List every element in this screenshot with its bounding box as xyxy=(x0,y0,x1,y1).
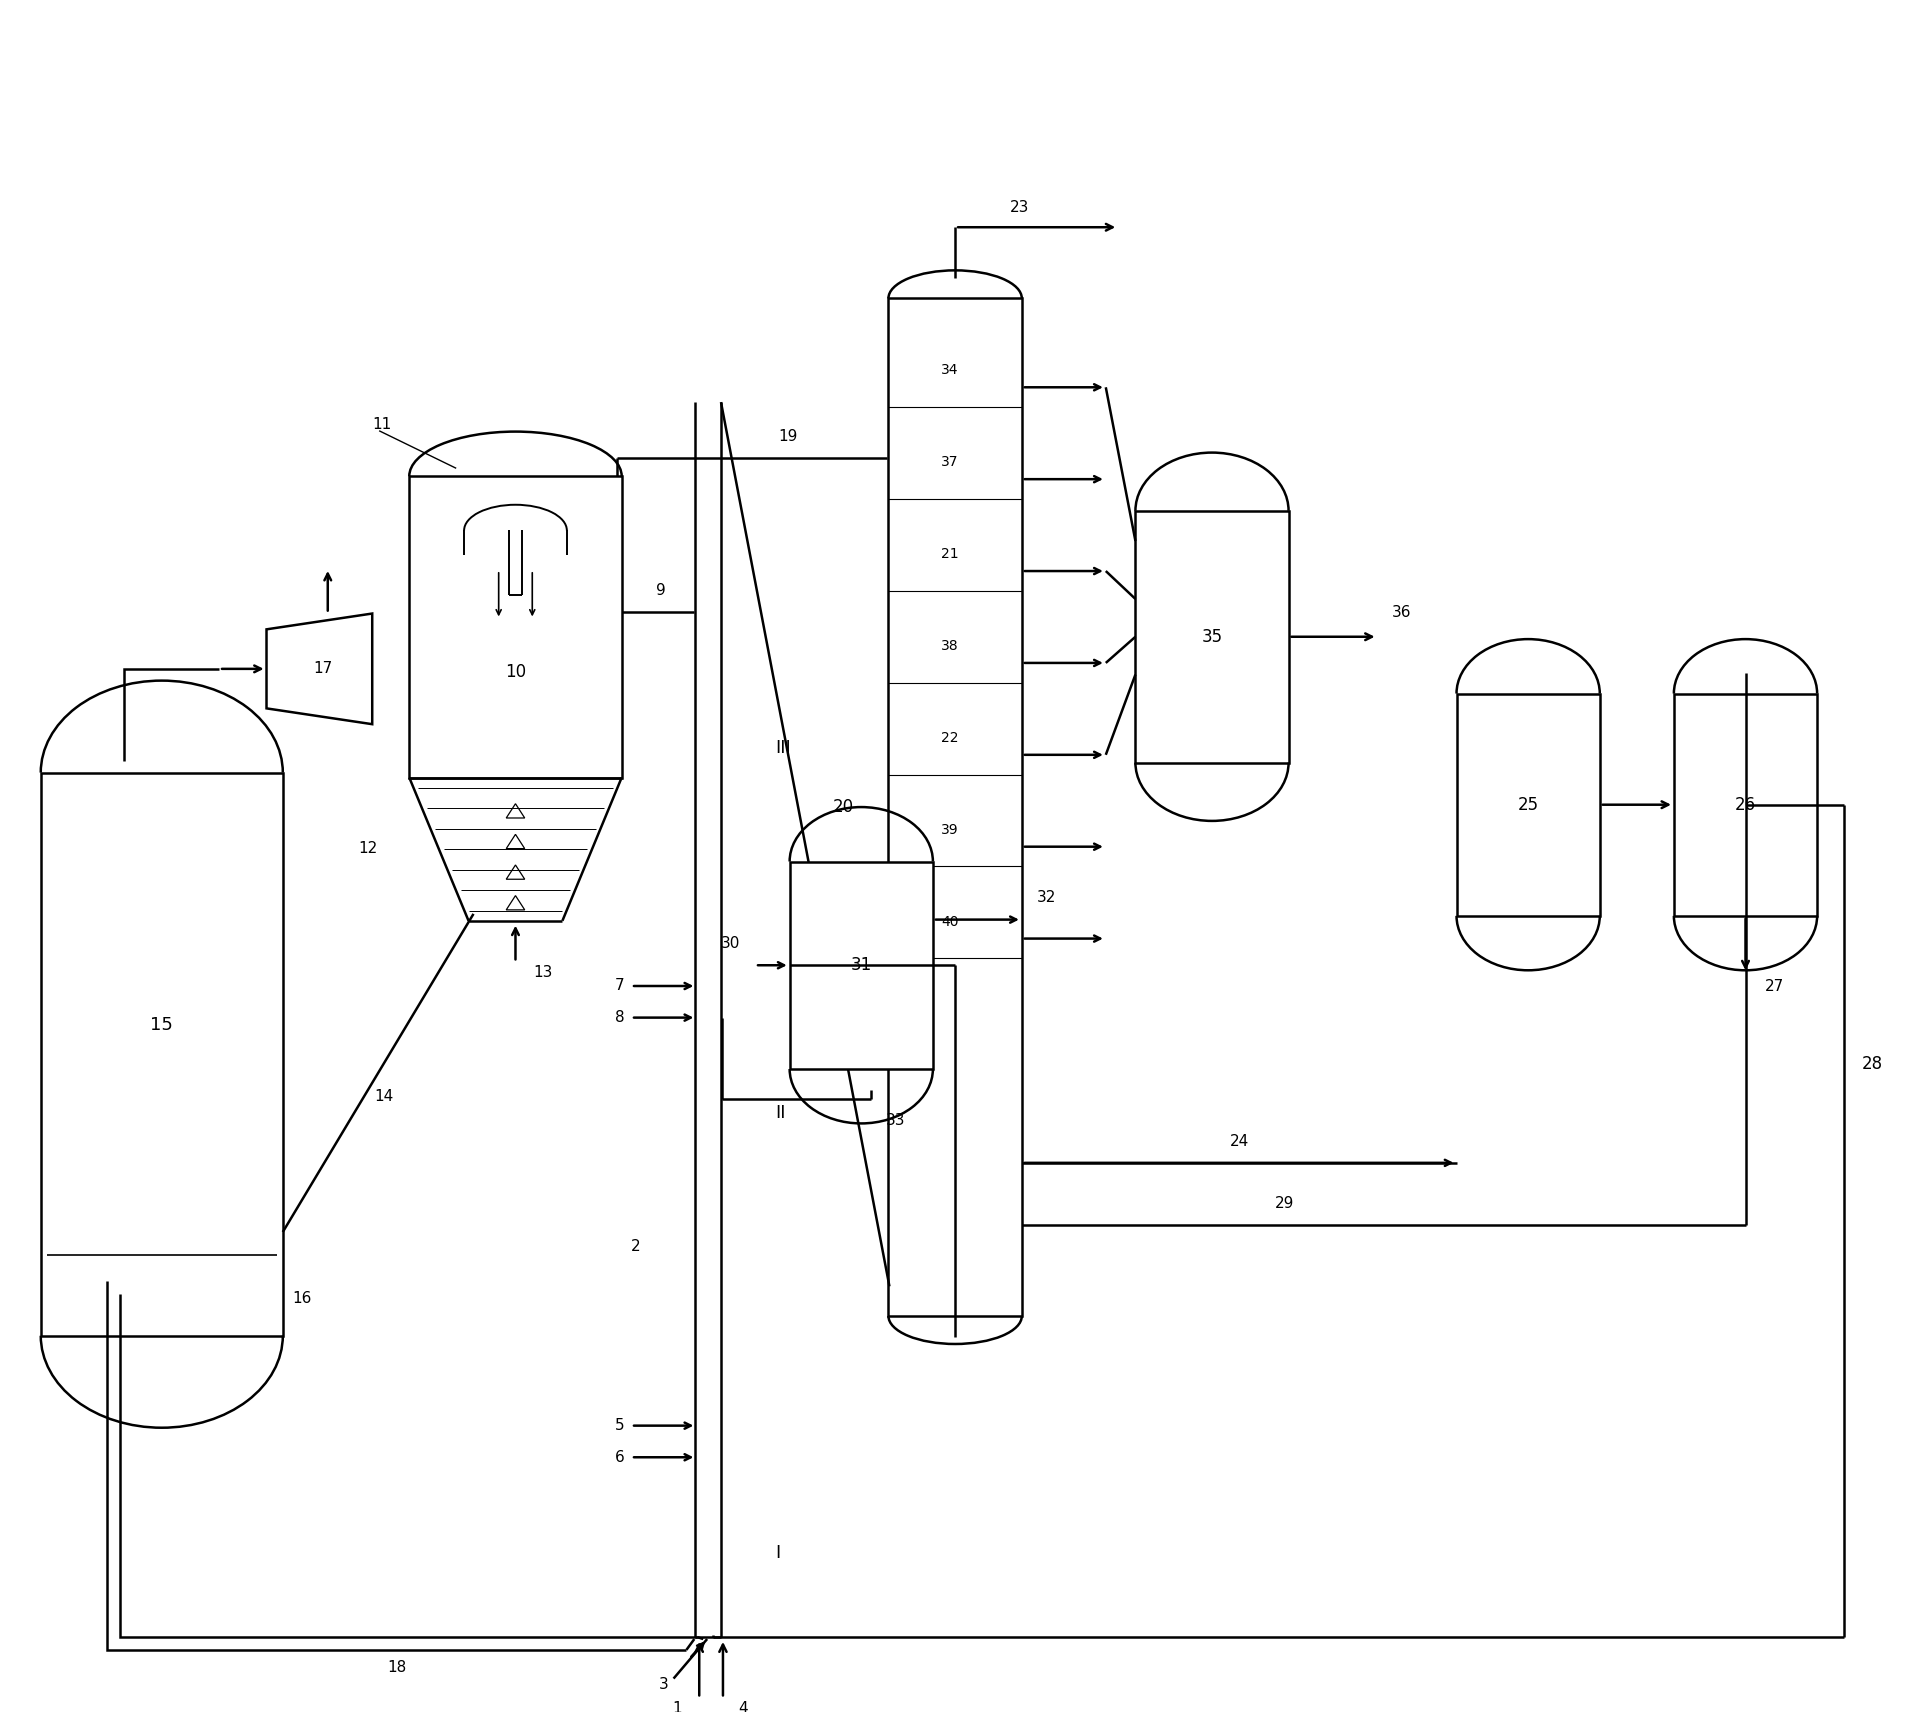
Text: 17: 17 xyxy=(313,661,332,676)
Text: 26: 26 xyxy=(1733,796,1754,813)
Text: 11: 11 xyxy=(372,418,392,433)
Text: 33: 33 xyxy=(886,1113,905,1128)
Text: 16: 16 xyxy=(293,1291,313,1306)
Text: 34: 34 xyxy=(942,363,959,377)
Text: 22: 22 xyxy=(942,731,959,745)
Text: 14: 14 xyxy=(374,1089,394,1104)
Text: 24: 24 xyxy=(1229,1133,1249,1149)
Bar xyxy=(409,476,621,777)
Bar xyxy=(1135,510,1287,764)
Text: 35: 35 xyxy=(1200,628,1222,645)
Bar xyxy=(1673,693,1816,916)
Bar xyxy=(41,772,282,1335)
Text: 13: 13 xyxy=(533,964,552,979)
Text: 10: 10 xyxy=(504,663,525,681)
Text: 37: 37 xyxy=(942,455,959,469)
Text: 40: 40 xyxy=(942,914,959,930)
Text: 12: 12 xyxy=(359,841,378,856)
Text: 27: 27 xyxy=(1764,979,1783,995)
Text: 2: 2 xyxy=(631,1239,641,1255)
Text: 3: 3 xyxy=(658,1678,668,1691)
Text: 18: 18 xyxy=(388,1661,407,1676)
Text: II: II xyxy=(776,1104,786,1123)
Text: 25: 25 xyxy=(1517,796,1538,813)
Text: 9: 9 xyxy=(656,582,666,597)
Text: 28: 28 xyxy=(1861,1055,1882,1073)
Text: 30: 30 xyxy=(720,936,739,950)
Text: 21: 21 xyxy=(942,548,959,562)
Text: 39: 39 xyxy=(942,823,959,837)
Text: 1: 1 xyxy=(672,1700,681,1712)
Text: 4: 4 xyxy=(737,1700,747,1712)
Text: 29: 29 xyxy=(1274,1197,1293,1210)
Text: I: I xyxy=(776,1544,780,1561)
Bar xyxy=(888,298,1021,1317)
Text: 7: 7 xyxy=(614,979,623,993)
Bar xyxy=(789,861,932,1068)
Text: 19: 19 xyxy=(778,430,797,443)
Text: 5: 5 xyxy=(614,1418,623,1433)
Text: 32: 32 xyxy=(1036,890,1056,906)
Bar xyxy=(1455,693,1598,916)
Text: III: III xyxy=(776,740,791,757)
Text: 6: 6 xyxy=(614,1450,623,1465)
Text: 23: 23 xyxy=(1009,200,1029,216)
Text: 31: 31 xyxy=(851,957,872,974)
Text: 15: 15 xyxy=(151,1015,174,1034)
Text: 8: 8 xyxy=(614,1010,623,1025)
Text: 38: 38 xyxy=(942,639,959,654)
Text: 36: 36 xyxy=(1392,604,1411,620)
Text: 20: 20 xyxy=(832,798,853,817)
